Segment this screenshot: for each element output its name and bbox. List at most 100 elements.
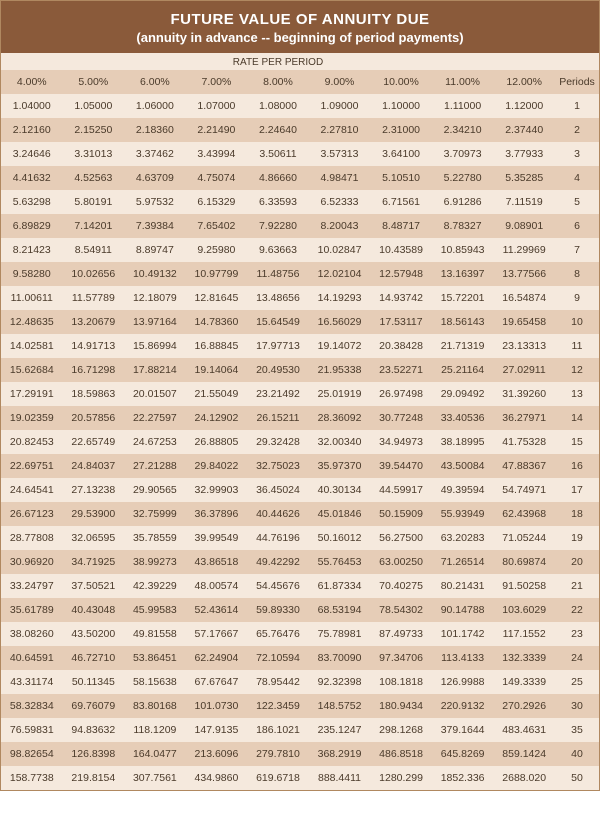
value-cell: 1.11000 — [432, 94, 494, 118]
value-cell: 213.6096 — [186, 742, 248, 766]
value-cell: 97.34706 — [370, 646, 432, 670]
table-row: 40.6459146.7271053.8645162.2490472.10594… — [1, 646, 599, 670]
period-cell: 14 — [555, 406, 599, 430]
value-cell: 2.37440 — [493, 118, 555, 142]
value-cell: 26.88805 — [186, 430, 248, 454]
value-cell: 41.75328 — [493, 430, 555, 454]
value-cell: 10.97799 — [186, 262, 248, 286]
value-cell: 307.7561 — [124, 766, 186, 790]
value-cell: 11.29969 — [493, 238, 555, 262]
value-cell: 10.02847 — [309, 238, 371, 262]
value-cell: 47.88367 — [493, 454, 555, 478]
value-cell: 3.37462 — [124, 142, 186, 166]
value-cell: 8.21423 — [1, 238, 63, 262]
value-cell: 29.90565 — [124, 478, 186, 502]
value-cell: 235.1247 — [309, 718, 371, 742]
value-cell: 50.15909 — [370, 502, 432, 526]
value-cell: 45.01846 — [309, 502, 371, 526]
value-cell: 4.86660 — [247, 166, 309, 190]
value-cell: 59.89330 — [247, 598, 309, 622]
value-cell: 14.78360 — [186, 310, 248, 334]
value-cell: 8.48717 — [370, 214, 432, 238]
value-cell: 11.57789 — [63, 286, 125, 310]
column-header: 12.00% — [493, 70, 555, 94]
value-cell: 29.32428 — [247, 430, 309, 454]
column-header: 6.00% — [124, 70, 186, 94]
value-cell: 5.35285 — [493, 166, 555, 190]
table-row: 15.6268416.7129817.8821419.1406420.49530… — [1, 358, 599, 382]
value-cell: 19.65458 — [493, 310, 555, 334]
period-cell: 21 — [555, 574, 599, 598]
value-cell: 4.63709 — [124, 166, 186, 190]
value-cell: 38.18995 — [432, 430, 494, 454]
column-header: 8.00% — [247, 70, 309, 94]
period-cell: 4 — [555, 166, 599, 190]
value-cell: 61.87334 — [309, 574, 371, 598]
table-row: 43.3117450.1134558.1563867.6764778.95442… — [1, 670, 599, 694]
value-cell: 368.2919 — [309, 742, 371, 766]
value-cell: 9.58280 — [1, 262, 63, 286]
value-cell: 65.76476 — [247, 622, 309, 646]
rate-label-row: RATE PER PERIOD — [1, 53, 599, 70]
value-cell: 32.99903 — [186, 478, 248, 502]
value-cell: 43.86518 — [186, 550, 248, 574]
value-cell: 18.56143 — [432, 310, 494, 334]
value-cell: 7.14201 — [63, 214, 125, 238]
value-cell: 270.2926 — [493, 694, 555, 718]
value-cell: 32.75999 — [124, 502, 186, 526]
value-cell: 87.49733 — [370, 622, 432, 646]
value-cell: 91.50258 — [493, 574, 555, 598]
value-cell: 50.11345 — [63, 670, 125, 694]
value-cell: 220.9132 — [432, 694, 494, 718]
value-cell: 483.4631 — [493, 718, 555, 742]
value-cell: 24.64541 — [1, 478, 63, 502]
value-cell: 5.63298 — [1, 190, 63, 214]
table-row: 9.5828010.0265610.4913210.9779911.487561… — [1, 262, 599, 286]
value-cell: 32.06595 — [63, 526, 125, 550]
value-cell: 7.39384 — [124, 214, 186, 238]
value-cell: 14.91713 — [63, 334, 125, 358]
value-cell: 1.12000 — [493, 94, 555, 118]
table-row: 14.0258114.9171315.8699416.8884517.97713… — [1, 334, 599, 358]
period-cell: 20 — [555, 550, 599, 574]
period-cell: 35 — [555, 718, 599, 742]
value-cell: 83.80168 — [124, 694, 186, 718]
value-cell: 58.15638 — [124, 670, 186, 694]
value-cell: 19.14064 — [186, 358, 248, 382]
value-cell: 12.02104 — [309, 262, 371, 286]
value-cell: 62.43968 — [493, 502, 555, 526]
table-row: 20.8245322.6574924.6725326.8880529.32428… — [1, 430, 599, 454]
annuity-table-container: FUTURE VALUE OF ANNUITY DUE (annuity in … — [0, 0, 600, 791]
table-row: 24.6454127.1323829.9056532.9990336.45024… — [1, 478, 599, 502]
value-cell: 20.82453 — [1, 430, 63, 454]
value-cell: 30.77248 — [370, 406, 432, 430]
value-cell: 118.1209 — [124, 718, 186, 742]
value-cell: 33.24797 — [1, 574, 63, 598]
period-cell: 24 — [555, 646, 599, 670]
period-cell: 40 — [555, 742, 599, 766]
table-row: 1.040001.050001.060001.070001.080001.090… — [1, 94, 599, 118]
value-cell: 23.52271 — [370, 358, 432, 382]
value-cell: 4.41632 — [1, 166, 63, 190]
value-cell: 9.25980 — [186, 238, 248, 262]
value-cell: 6.89829 — [1, 214, 63, 238]
value-cell: 20.57856 — [63, 406, 125, 430]
period-cell: 12 — [555, 358, 599, 382]
column-header: 9.00% — [309, 70, 371, 94]
periods-header: Periods — [555, 70, 599, 94]
table-row: 3.246463.310133.374623.439943.506113.573… — [1, 142, 599, 166]
value-cell: 6.52333 — [309, 190, 371, 214]
annuity-table: RATE PER PERIOD 4.00%5.00%6.00%7.00%8.00… — [1, 53, 599, 790]
value-cell: 486.8518 — [370, 742, 432, 766]
value-cell: 3.31013 — [63, 142, 125, 166]
value-cell: 24.12902 — [186, 406, 248, 430]
value-cell: 78.54302 — [370, 598, 432, 622]
value-cell: 5.97532 — [124, 190, 186, 214]
value-cell: 1.05000 — [63, 94, 125, 118]
value-cell: 32.00340 — [309, 430, 371, 454]
value-cell: 22.27597 — [124, 406, 186, 430]
value-cell: 2.12160 — [1, 118, 63, 142]
value-cell: 40.64591 — [1, 646, 63, 670]
value-cell: 5.80191 — [63, 190, 125, 214]
value-cell: 27.13238 — [63, 478, 125, 502]
